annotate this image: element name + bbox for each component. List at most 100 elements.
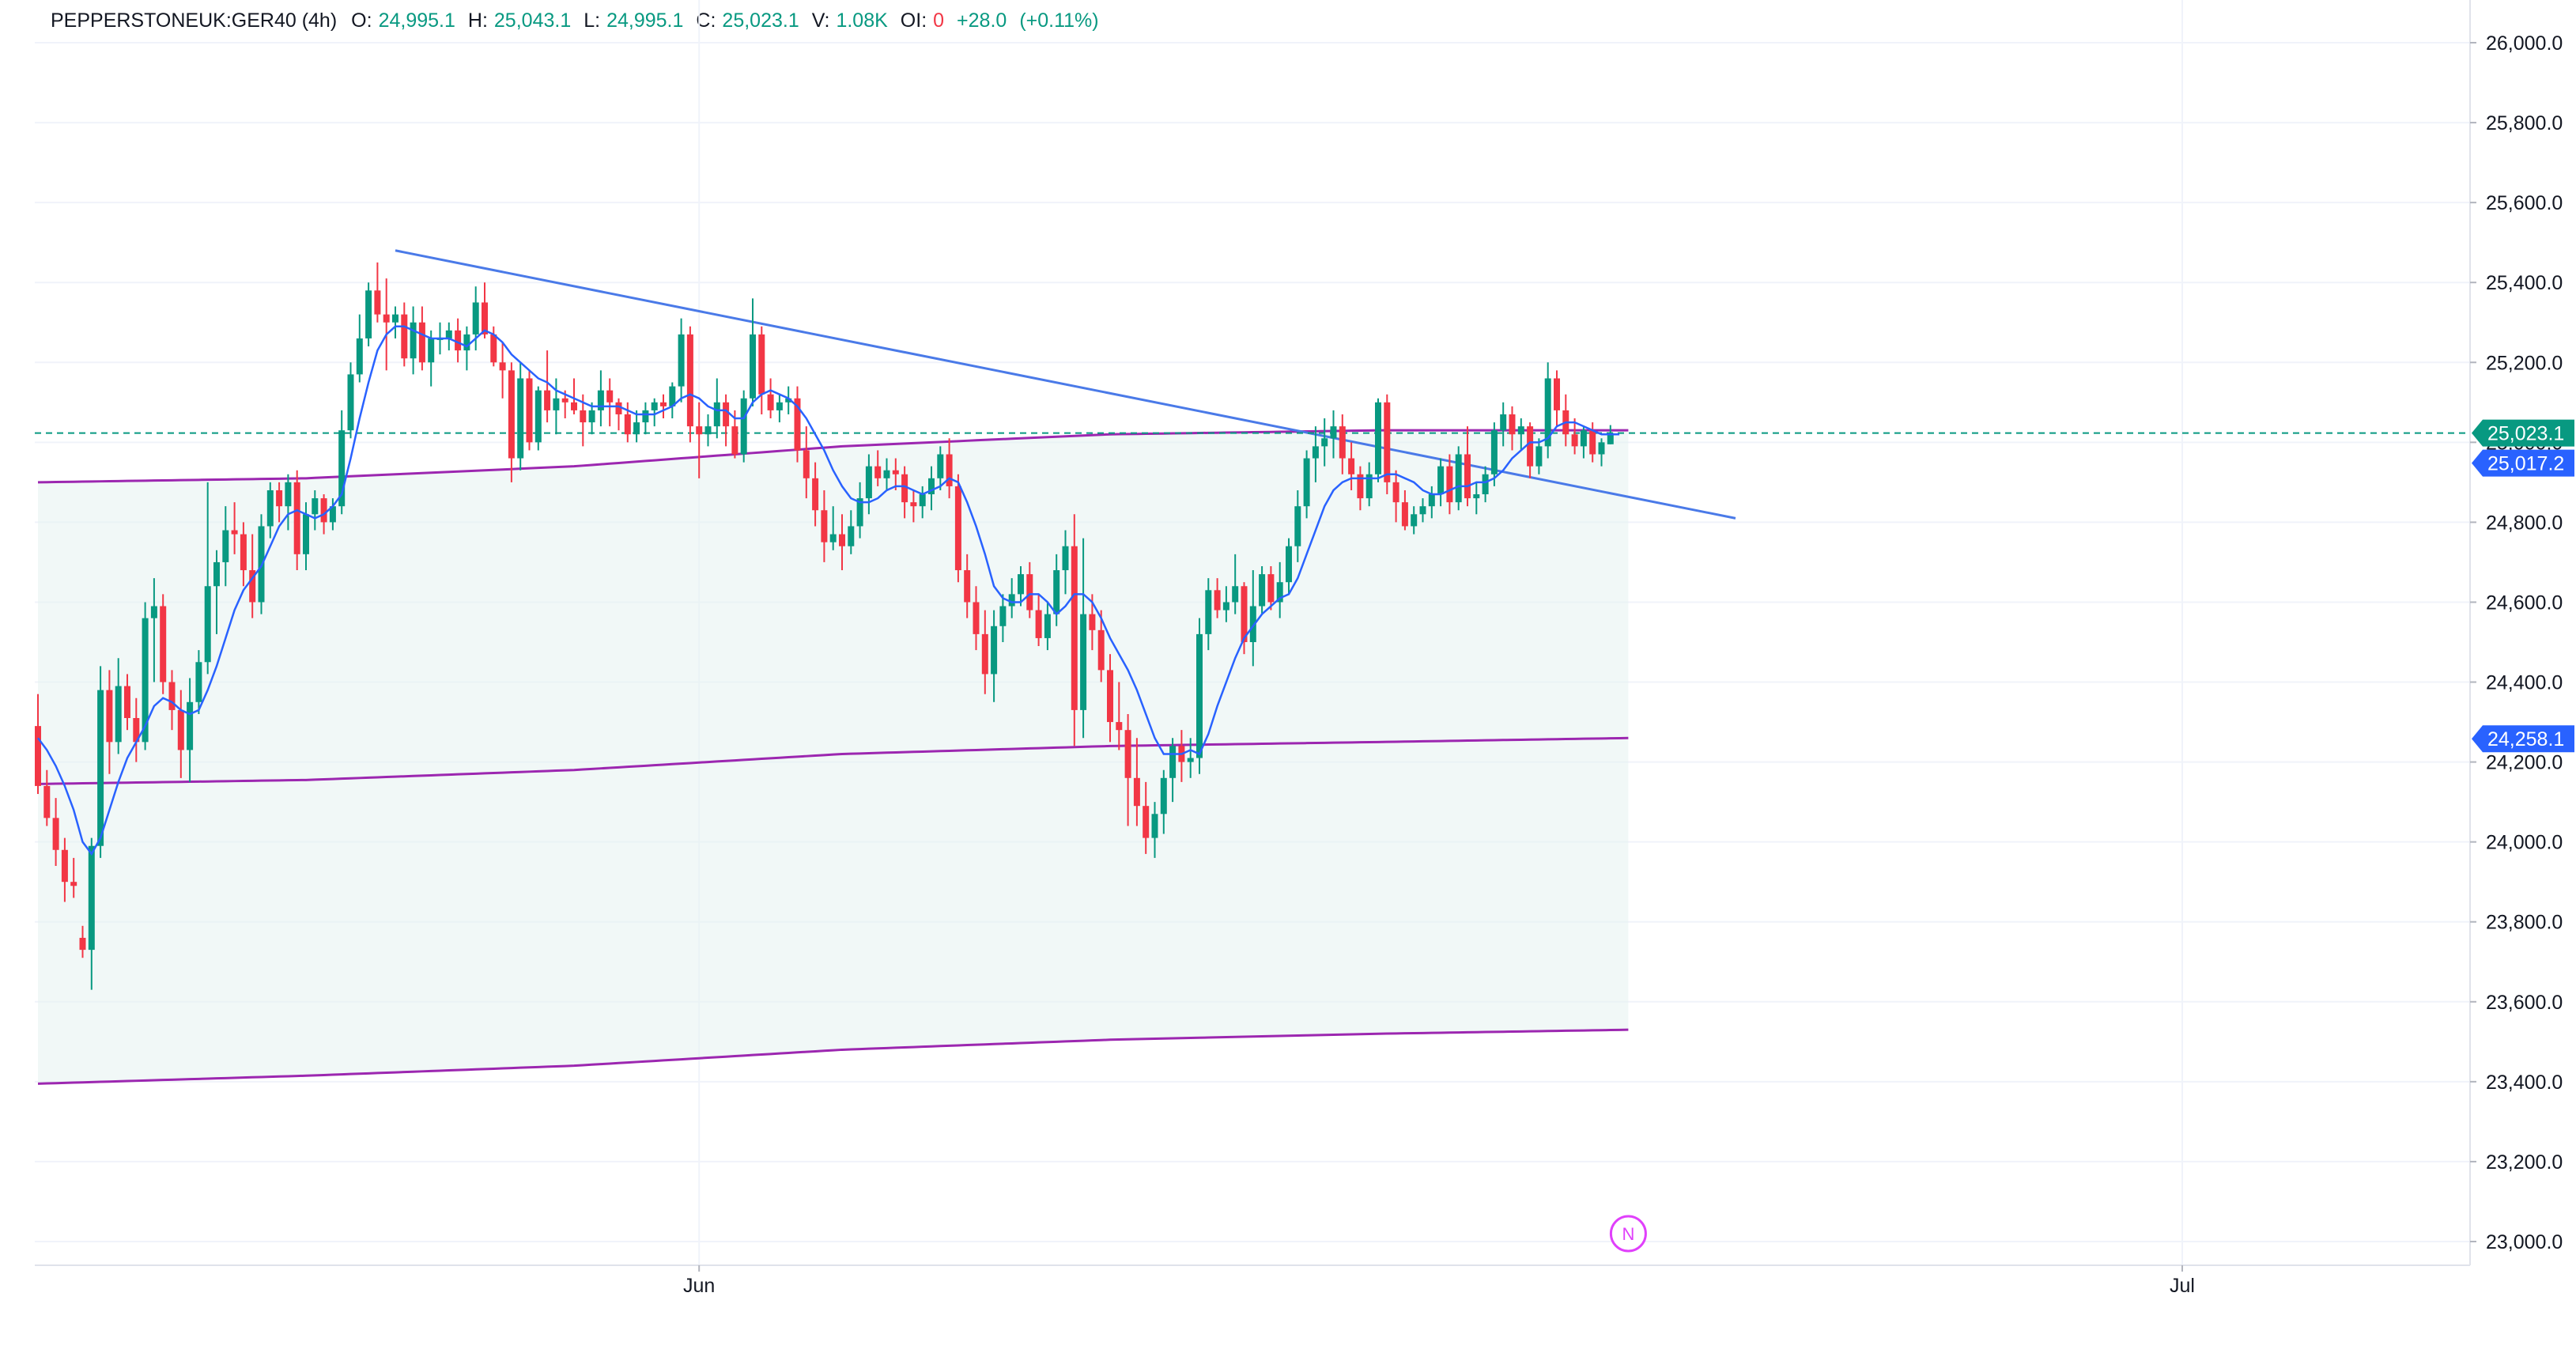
candle-body [883,470,890,478]
candle-body [1580,430,1587,447]
y-tick-label: 23,800.0 [2486,912,2563,934]
candle-body [964,570,971,603]
candle-body [61,849,68,883]
volume-value: 1.08K [836,9,888,32]
candle-body [561,398,568,403]
candle-body [571,402,577,410]
candle-body [508,370,515,459]
change-percent: (+0.11%) [1019,9,1099,32]
trendline-layer[interactable] [35,249,2470,520]
candle [168,670,176,731]
candle [901,466,908,519]
candle [624,402,631,443]
candle-body [624,414,631,435]
candle-body [785,398,792,403]
candle [338,410,346,515]
symbol-legend: PEPPERSTONEUK:GER40 (4h) O: 24,995.1 H: … [51,6,1105,35]
candle-body [1321,438,1328,447]
candle [1330,410,1337,459]
candle-body [829,534,837,542]
candle [1151,802,1158,858]
candle-body [1294,506,1301,546]
candle-body [1124,730,1131,778]
candle [669,382,676,419]
candle-body [1384,402,1391,482]
candle-body [1267,574,1275,603]
candle [1482,466,1489,503]
candle-body [133,718,140,743]
candle-body [803,450,810,478]
candle [1080,538,1087,739]
candle-body [1107,670,1113,723]
candle [767,378,774,419]
candle-body [472,302,479,335]
candle-body [35,726,41,786]
candle-body [338,430,346,507]
candle [1571,418,1578,455]
time-axis[interactable]: Jun Jul [35,1264,2470,1297]
candle [312,490,319,531]
candle-body [463,334,470,351]
candle-body [1330,426,1337,439]
candle-body [70,882,77,886]
candle [883,458,890,490]
x-tick-label: Jul [2170,1275,2195,1297]
candle [70,857,77,898]
candle-body [1196,633,1203,758]
candle-body [1160,777,1167,815]
candle [1339,414,1346,474]
candle [124,674,130,731]
candle-body [1527,426,1534,467]
candle [1294,490,1301,562]
candle [374,262,381,323]
candle-body [445,330,452,338]
candle [1419,498,1426,523]
candle [1500,402,1507,447]
candle [704,414,712,447]
candle [463,326,470,371]
candle-body [418,322,425,363]
candle [1160,769,1167,834]
candle [723,394,730,447]
y-tick-label: 23,600.0 [2486,992,2563,1014]
candle [678,318,685,403]
candle [848,510,855,554]
candle [713,378,720,439]
candle-body [534,390,542,443]
price-axis[interactable]: 23,000.0 23,200.0 23,400.0 23,600.0 23,800.0… [2469,0,2563,1265]
candle [401,302,408,367]
candle [249,534,256,618]
candle-body [276,490,283,507]
candle-body [1589,430,1596,455]
candle-body [1133,777,1140,807]
candle [1169,738,1177,803]
candle [865,454,872,515]
candle [696,402,703,478]
event-marker-layer[interactable]: N [1609,1215,1647,1253]
low-value: 24,995.1 [606,9,684,32]
candle [964,554,971,618]
candle-body [347,374,354,431]
candle [1365,462,1373,507]
candle [1044,602,1051,651]
candle-body [401,314,408,359]
candle-body [249,570,256,603]
candle [1446,454,1453,515]
candle [1357,466,1364,511]
candle [1375,398,1381,482]
candle-body [981,633,988,675]
candle [61,837,68,902]
candle [1392,470,1399,523]
candle [1026,561,1033,618]
candle [1267,565,1275,610]
open-label: O: [351,9,372,32]
candle [553,378,560,435]
candle [472,286,479,351]
envelope-band [37,429,1629,1085]
symbol-label[interactable]: PEPPERSTONEUK:GER40 (4h) [51,9,338,32]
candle-body [767,394,774,410]
event-marker-circle [1609,1215,1647,1253]
candle [1384,394,1391,495]
event-marker[interactable]: N [1609,1215,1647,1253]
